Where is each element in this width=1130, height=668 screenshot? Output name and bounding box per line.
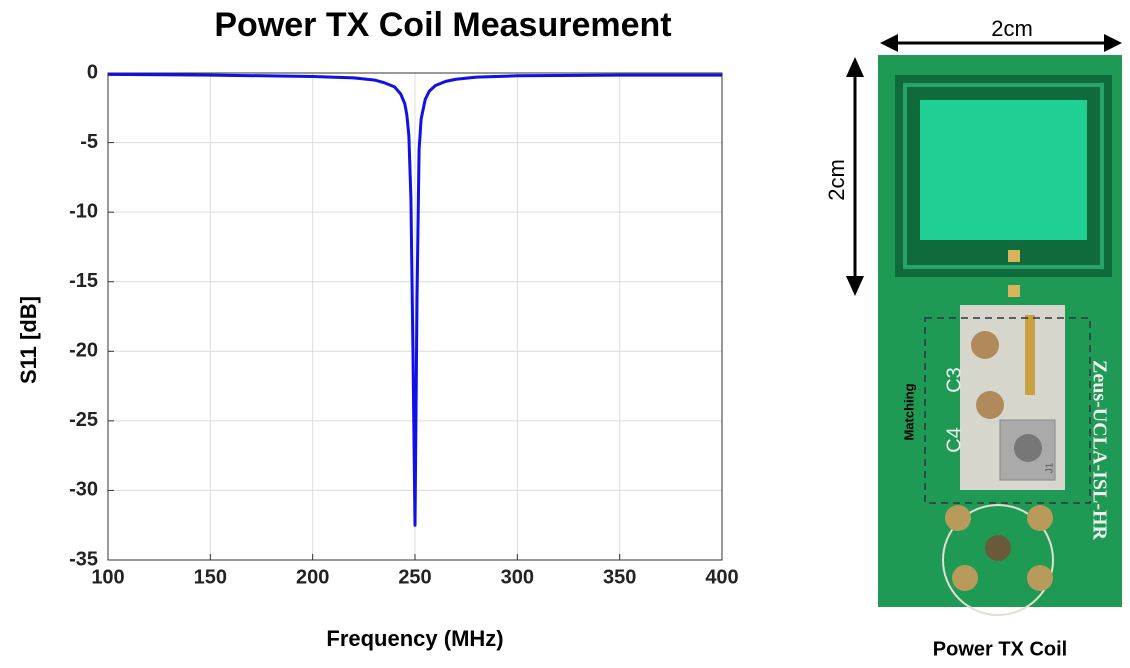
y-tick-label: -35 (69, 548, 98, 570)
y-tick-label: 0 (87, 61, 98, 83)
arrow-head (880, 34, 898, 52)
x-tick-label: 400 (705, 566, 738, 588)
photo: Matching C3 C4 J1 Zeus-UCLA-ISL-HR 2cm 2… (824, 16, 1122, 660)
plot: 100 150 200 250 300 350 400 0 -5 -10 -15 -20 -25 -30 -… (69, 61, 739, 588)
y-tick-label: -15 (69, 270, 98, 292)
y-tick-label: -5 (80, 131, 98, 153)
x-tick-label: 300 (501, 566, 534, 588)
x-tick-label: 250 (398, 566, 431, 588)
pin (952, 565, 978, 591)
data-line (107, 72, 722, 527)
capacitor (971, 331, 999, 359)
trace (1025, 315, 1035, 395)
arrow-head (846, 276, 864, 296)
x-tick-label: 200 (296, 566, 329, 588)
y-axis-label: S11 [dB] (16, 296, 41, 384)
board-label: J1 (1045, 462, 1056, 473)
x-axis-label: Frequency (MHz) (326, 626, 503, 651)
pin (945, 505, 971, 531)
chart-title: Power TX Coil Measurement (214, 6, 671, 44)
y-tick-label: -30 (69, 479, 98, 501)
coil-center (920, 100, 1087, 240)
matching-box (924, 317, 1091, 504)
pin (1027, 565, 1053, 591)
capacitor (976, 391, 1004, 419)
width-label: 2cm (991, 16, 1033, 41)
board-label: C3 (943, 367, 965, 393)
matching-label: Matching (901, 383, 916, 440)
arrow-head (846, 57, 864, 77)
x-tick-label: 350 (603, 566, 636, 588)
via-ring (942, 504, 1054, 616)
connector-center (1014, 434, 1042, 462)
axes-frame (107, 72, 723, 561)
x-tick-label: 100 (91, 566, 124, 588)
pad (1008, 285, 1020, 297)
height-label: 2cm (824, 159, 849, 201)
board-label: C4 (943, 427, 965, 453)
y-tick-label: -10 (69, 200, 98, 222)
board-label: Zeus-UCLA-ISL-HR (1088, 360, 1110, 541)
x-tick-label: 150 (194, 566, 227, 588)
arrow-head (1104, 34, 1122, 52)
y-tick-label: -25 (69, 409, 98, 431)
coil-trace (903, 83, 1104, 269)
pin (985, 535, 1011, 561)
pin (1027, 505, 1053, 531)
photo-caption: Power TX Coil (933, 638, 1067, 660)
pad (1008, 250, 1020, 262)
y-tick-label: -20 (69, 340, 98, 362)
